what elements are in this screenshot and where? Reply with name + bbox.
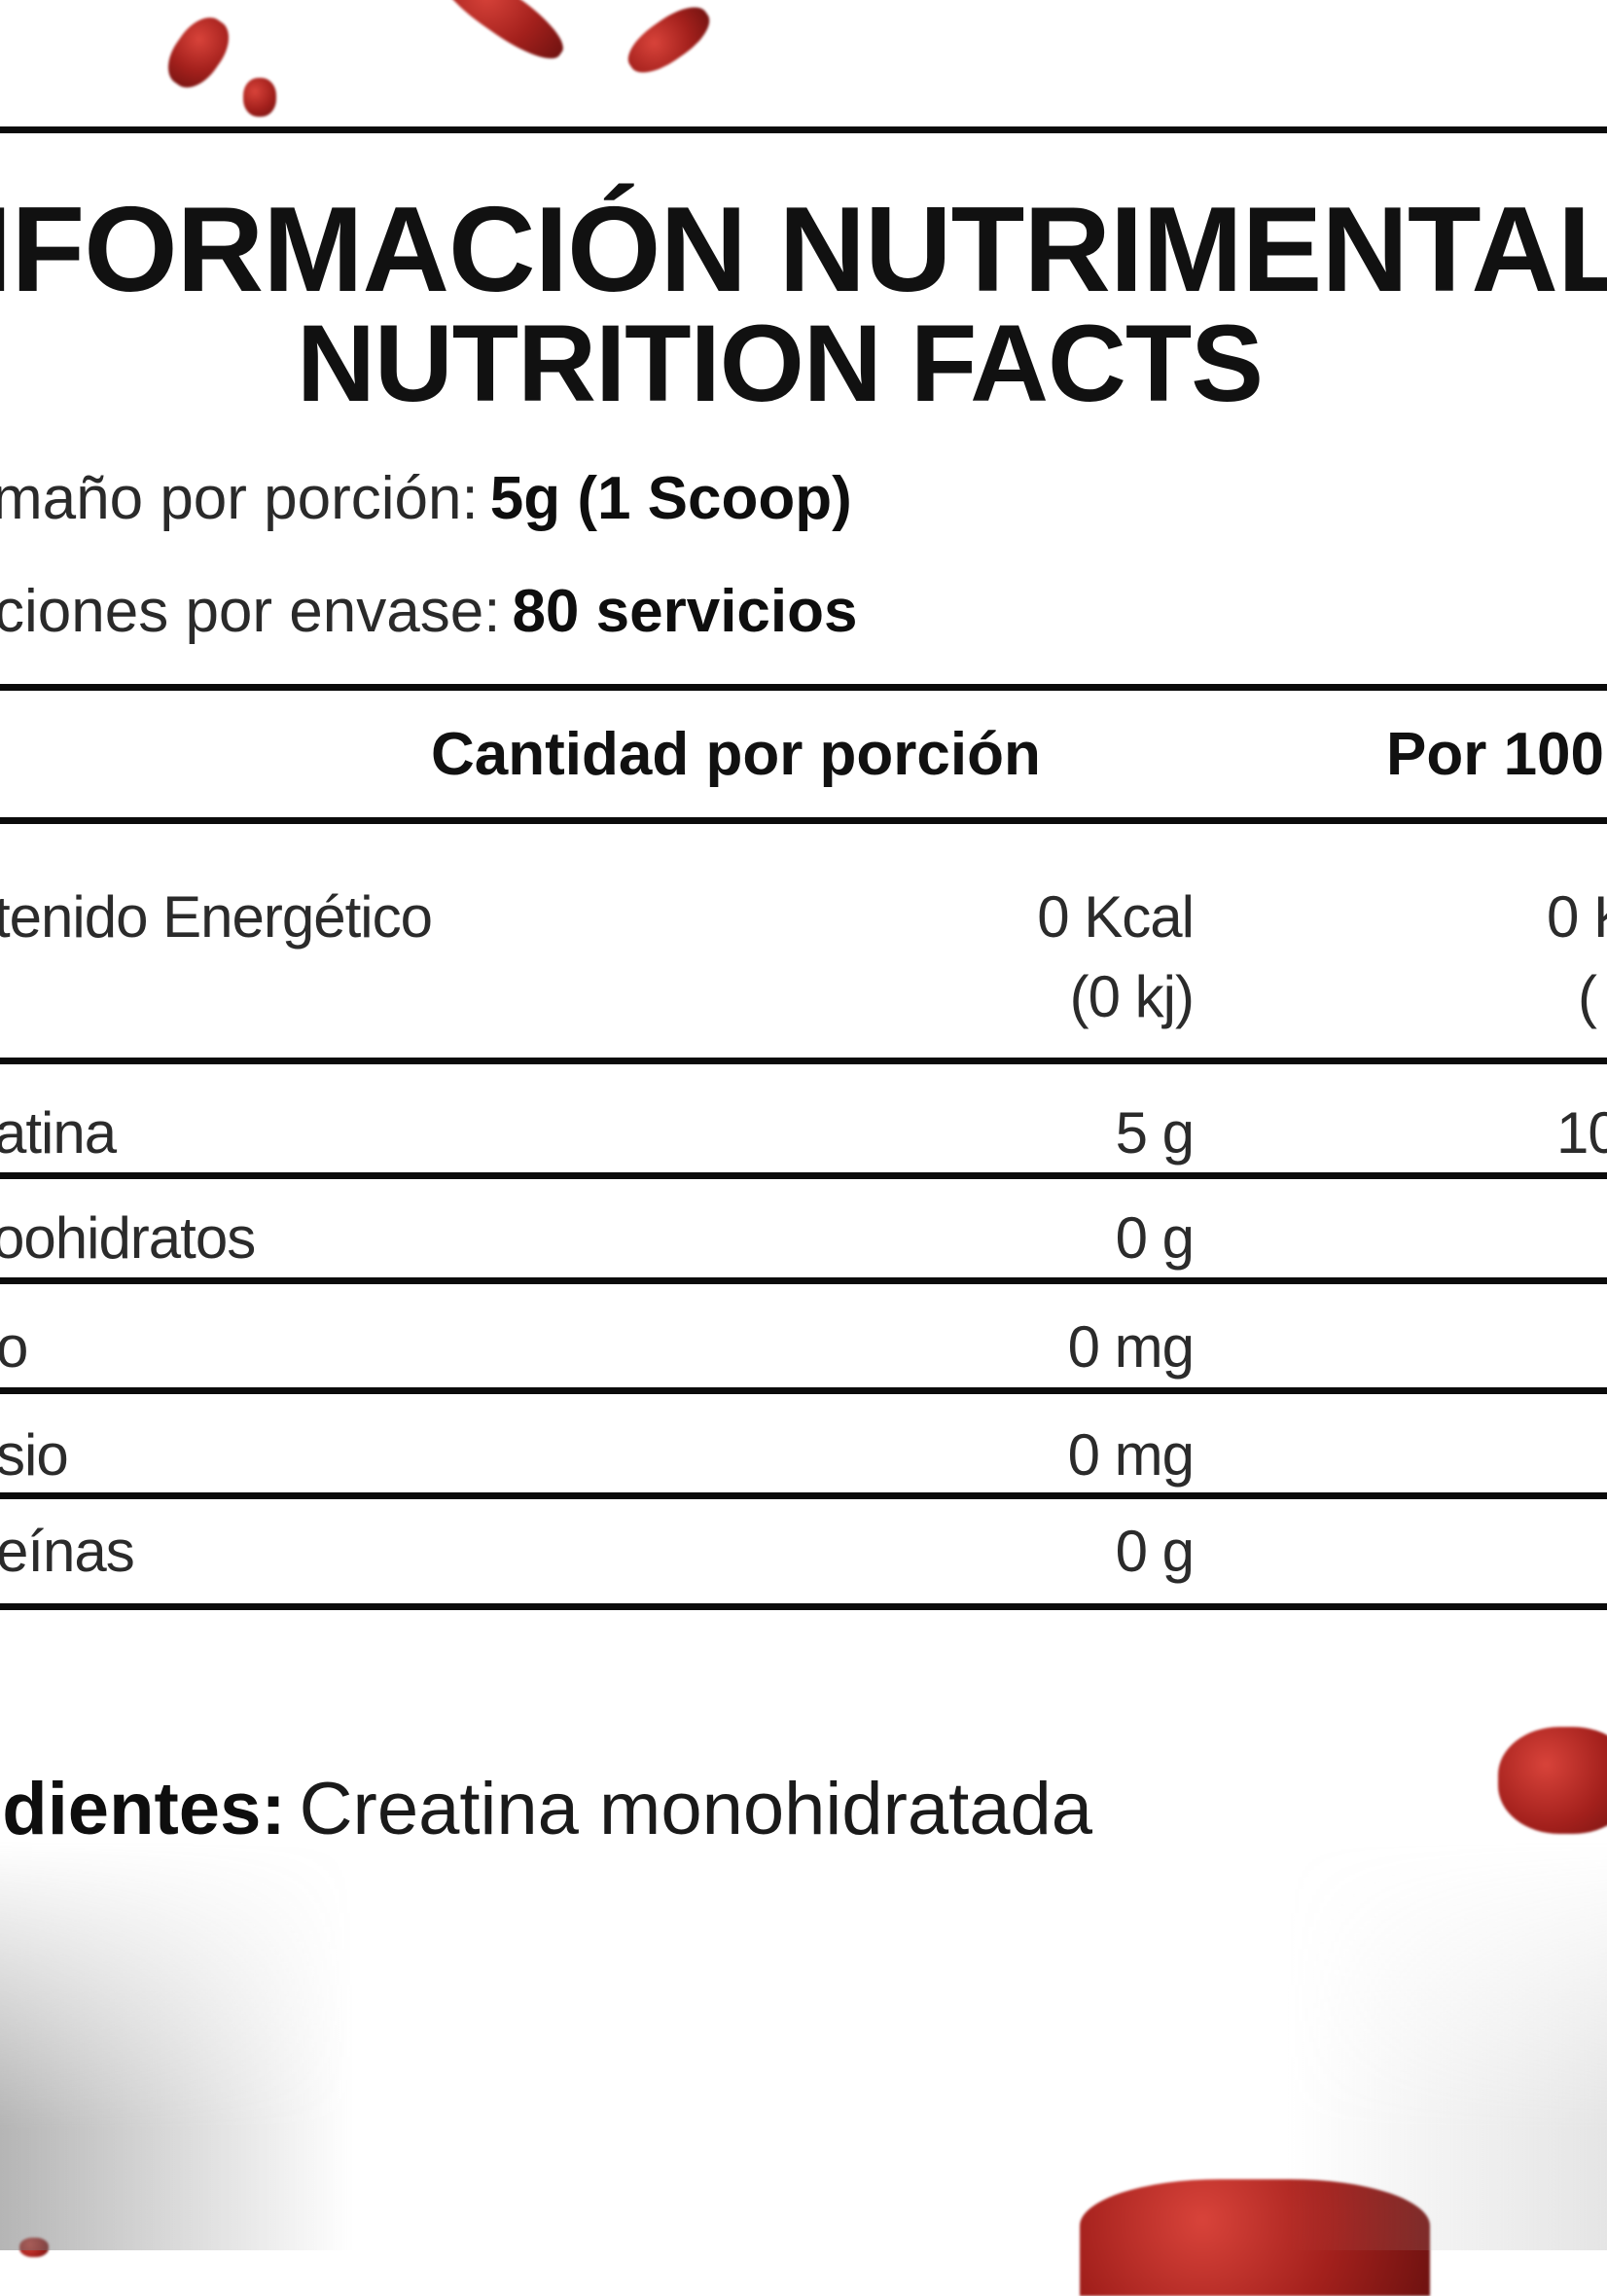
row-rule: [0, 1058, 1607, 1064]
top-rule: [0, 126, 1607, 133]
row-rule: [0, 1492, 1607, 1499]
row-protein-name: eínas: [0, 1519, 135, 1584]
row-potassium-name: sio: [0, 1422, 69, 1488]
row-protein-per-serving: 0 g: [1115, 1519, 1195, 1584]
title-english: NUTRITION FACTS: [297, 303, 1264, 424]
servings-value: 80 servicios: [512, 578, 858, 645]
bottom-shadow-vignette: [0, 1842, 1607, 2250]
title-spanish: IFORMACIÓN NUTRIMENTAL: [0, 183, 1607, 317]
table-bottom-rule: [0, 1603, 1607, 1610]
red-particle-decoration: [243, 78, 276, 117]
row-rule: [0, 1387, 1607, 1394]
red-particle-decoration: [1498, 1727, 1607, 1834]
row-sodium-name: o: [0, 1314, 28, 1380]
row-energy-name: tenido Energético: [0, 884, 433, 950]
row-creatine-per-serving: 5 g: [1115, 1100, 1195, 1166]
servings-per-container: ciones por envase: 80 servicios: [0, 582, 857, 642]
header-top-rule: [0, 684, 1607, 691]
serving-size: maño por porción: 5g (1 Scoop): [0, 469, 852, 529]
serving-size-value: 5g (1 Scoop): [489, 465, 852, 532]
row-rule: [0, 1172, 1607, 1179]
row-energy-per-serving-kj: (0 kj): [1069, 964, 1195, 1029]
red-particle-decoration: [428, 0, 574, 72]
row-potassium-per-serving: 0 mg: [1067, 1422, 1195, 1488]
red-particle-decoration: [157, 8, 240, 97]
ingredients-label: edientes:: [0, 1768, 286, 1850]
serving-size-label: maño por porción:: [0, 465, 479, 532]
row-rule: [0, 1277, 1607, 1284]
header-bottom-rule: [0, 817, 1607, 824]
column-header-per-100: Por 100: [1386, 721, 1605, 788]
ingredients: edientes:Creatina monohidratada: [0, 1773, 1092, 1847]
row-energy-per-serving: 0 Kcal: [1037, 884, 1195, 950]
row-creatine-per-100: 10: [1556, 1100, 1607, 1166]
row-carbohydrates-name: oohidratos: [0, 1205, 256, 1271]
row-creatine-name: atina: [0, 1100, 117, 1166]
row-sodium-per-serving: 0 mg: [1067, 1314, 1195, 1380]
row-carbohydrates-per-serving: 0 g: [1115, 1205, 1195, 1271]
servings-label: ciones por envase:: [0, 578, 501, 645]
red-particle-decoration: [619, 0, 719, 84]
row-energy-per-100-kj: (: [1578, 964, 1597, 1029]
row-energy-per-100: 0 K: [1547, 884, 1607, 950]
column-header-per-serving: Cantidad por porción: [431, 721, 1041, 788]
ingredients-value: Creatina monohidratada: [299, 1768, 1093, 1850]
